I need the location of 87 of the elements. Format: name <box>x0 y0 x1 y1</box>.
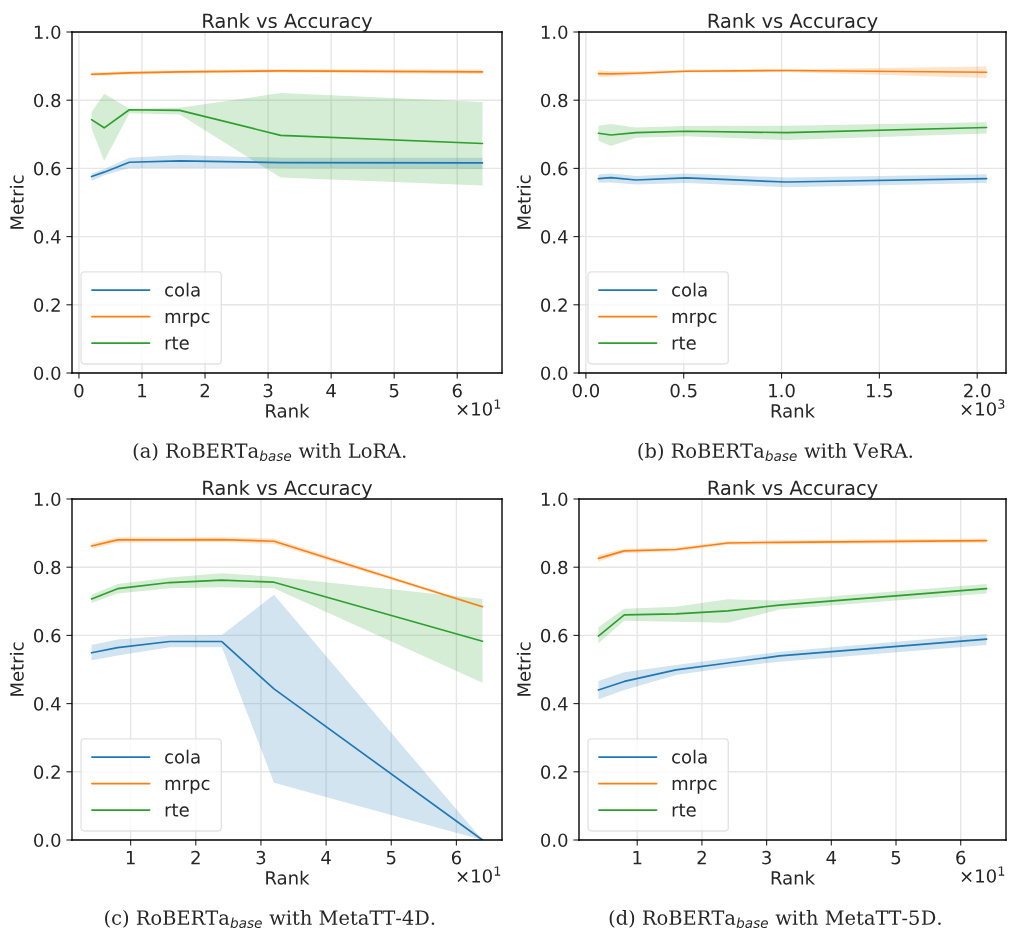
legend-label: cola <box>165 749 200 764</box>
x-tick-label: 4 <box>826 850 837 865</box>
y-tick-label: 1.0 <box>34 492 61 507</box>
legend-label: rte <box>165 803 189 817</box>
y-tick-label: 1.0 <box>541 25 568 40</box>
y-axis-title: Metric <box>516 175 531 229</box>
y-tick-label: 0.0 <box>34 366 61 381</box>
legend-label: mrpc <box>672 779 717 794</box>
y-tick-label: 0.0 <box>541 833 568 848</box>
x-tick-label: 1.5 <box>867 383 893 398</box>
x-axis-title: Rank <box>266 403 310 418</box>
x-tick-label: 6 <box>452 383 462 398</box>
y-tick-label: 0.0 <box>541 366 568 381</box>
x-axis-title: Rank <box>266 870 310 885</box>
y-tick-label: 0.6 <box>34 628 61 643</box>
x-tick-label: 6 <box>956 850 966 865</box>
legend-label: rte <box>672 336 696 350</box>
text: (c) RoBERTa$_{base}$ with MetaTT-4D. <box>105 909 435 929</box>
y-tick-label: 0.8 <box>541 93 568 108</box>
chart-title: Rank vs Accuracy <box>203 13 373 32</box>
line-series <box>597 587 988 637</box>
y-tick-label: 0.8 <box>541 560 568 575</box>
x-tick-label: 0 <box>74 383 84 398</box>
y-axis-title: Metric <box>9 642 24 696</box>
y-axis-title: Metric <box>516 642 531 696</box>
line-series <box>597 638 988 691</box>
y-tick-label: 0.2 <box>34 298 60 312</box>
legend-label: cola <box>672 749 707 764</box>
x-tick-label: 5 <box>389 383 399 398</box>
x-axis-title: Rank <box>771 870 815 885</box>
y-tick-label: 1.0 <box>541 492 568 507</box>
x-tick-label: 2 <box>697 850 706 865</box>
legend-label: mrpc <box>165 312 210 327</box>
y-tick-label: 0.4 <box>541 230 568 244</box>
x-tick-label: 1 <box>126 850 135 865</box>
x-tick-label: 0.0 <box>572 383 600 398</box>
x-tick-label: 4 <box>321 850 331 865</box>
x-tick-label: 5 <box>386 850 396 865</box>
text: (a) RoBERTa$_{base}$ with LoRA. <box>133 442 406 462</box>
y-tick-label: 0.4 <box>541 697 568 711</box>
x-tick-label: 2 <box>200 383 209 398</box>
x-tick-label: 1 <box>138 383 147 398</box>
y-axis-title: Metric <box>9 175 24 229</box>
x-tick-label: 1.0 <box>769 383 795 398</box>
text: ×10$^{1}$ <box>961 866 1005 883</box>
text: ×10$^{1}$ <box>457 399 501 416</box>
y-tick-label: 0.0 <box>34 833 61 848</box>
x-tick-label: 2.0 <box>964 383 991 398</box>
y-tick-label: 0.6 <box>541 161 568 176</box>
text: ×10$^{3}$ <box>961 399 1005 416</box>
x-tick-label: 3 <box>256 850 266 865</box>
x-axis-title: Rank <box>771 403 815 418</box>
y-tick-label: 0.4 <box>34 230 61 244</box>
text: (b) RoBERTa$_{base}$ with VeRA. <box>638 442 913 462</box>
text: ×10$^{1}$ <box>457 866 501 883</box>
x-tick-label: 5 <box>891 850 901 865</box>
line-series <box>90 640 484 840</box>
legend-label: cola <box>672 282 707 297</box>
chart-title: Rank vs Accuracy <box>203 480 373 499</box>
chart-title: Rank vs Accuracy <box>708 13 878 32</box>
y-tick-label: 0.2 <box>541 765 567 779</box>
text: (d) RoBERTa$_{base}$ with MetaTT-5D. <box>609 909 941 929</box>
x-tick-label: 3 <box>263 383 273 398</box>
x-tick-label: 3 <box>762 850 771 865</box>
line-series <box>597 126 988 136</box>
legend-label: mrpc <box>672 312 717 327</box>
y-tick-label: 0.6 <box>34 161 61 176</box>
legend-label: cola <box>165 282 200 297</box>
y-tick-label: 0.4 <box>34 697 61 711</box>
legend-label: rte <box>165 336 189 350</box>
x-tick-label: 0.5 <box>670 383 697 398</box>
line-series <box>90 160 484 178</box>
y-tick-label: 0.2 <box>34 765 60 779</box>
x-tick-label: 1 <box>633 850 642 865</box>
y-tick-label: 0.6 <box>541 628 568 643</box>
x-tick-label: 2 <box>191 850 200 865</box>
legend-label: rte <box>672 803 696 817</box>
chart-title: Rank vs Accuracy <box>708 480 878 499</box>
legend-label: mrpc <box>165 779 210 794</box>
x-tick-label: 6 <box>451 850 461 865</box>
y-tick-label: 0.8 <box>34 93 61 108</box>
line-series <box>90 108 484 145</box>
line-series <box>90 579 484 643</box>
y-tick-label: 0.2 <box>541 298 567 312</box>
y-tick-label: 0.8 <box>34 560 61 575</box>
y-tick-label: 1.0 <box>34 25 61 40</box>
x-tick-label: 4 <box>326 383 336 398</box>
